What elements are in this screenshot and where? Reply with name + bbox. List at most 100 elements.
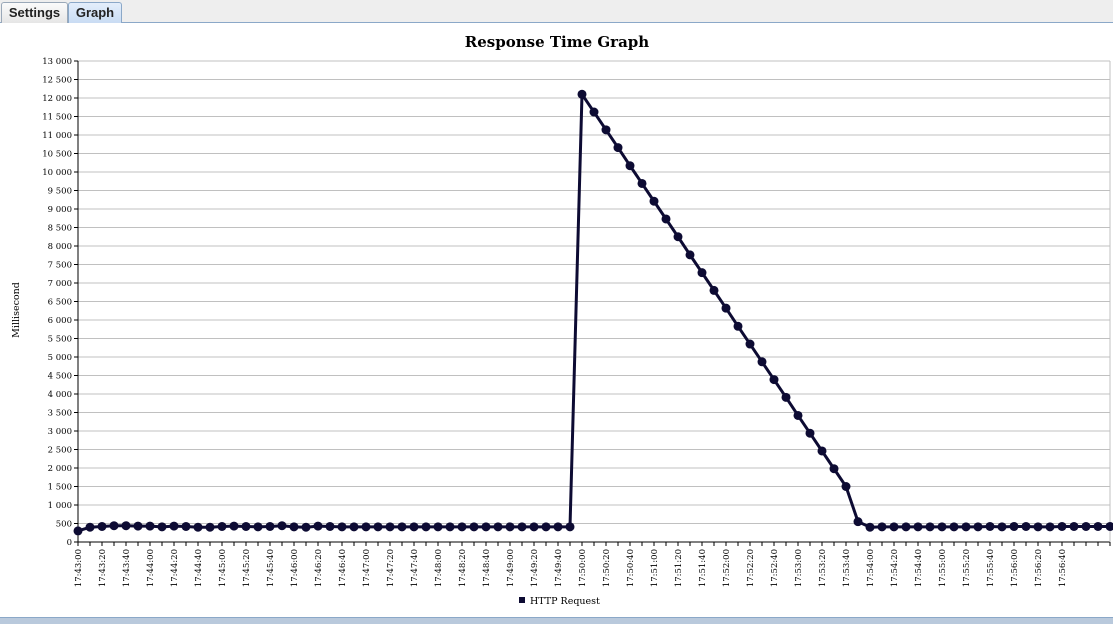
data-point xyxy=(1009,521,1019,531)
y-tick-label: 9 500 xyxy=(48,187,72,197)
x-tick-label: 17:46:20 xyxy=(314,549,324,587)
data-point xyxy=(1021,521,1031,531)
y-tick-label: 10 500 xyxy=(42,150,72,160)
x-tick-label: 17:52:40 xyxy=(770,549,780,587)
y-tick-label: 8 500 xyxy=(48,224,72,234)
data-point xyxy=(445,522,455,532)
data-point xyxy=(589,107,599,117)
tab-bar: Settings Graph xyxy=(0,0,1113,23)
data-point xyxy=(1045,522,1055,532)
x-tick-label: 17:56:20 xyxy=(1034,549,1044,587)
data-point xyxy=(289,522,299,532)
graph-panel: Response Time Graph Millisecond 0 500 1 00… xyxy=(0,23,1113,617)
data-point xyxy=(1081,521,1091,531)
data-point xyxy=(889,522,899,532)
y-tick-label: 8 000 xyxy=(48,242,72,252)
data-point xyxy=(637,178,647,188)
x-tick-label: 17:51:20 xyxy=(674,549,684,587)
tab-settings[interactable]: Settings xyxy=(1,2,68,23)
data-point xyxy=(517,522,527,532)
x-tick-label: 17:45:40 xyxy=(266,549,276,587)
y-tick-label: 5 000 xyxy=(48,353,72,363)
x-tick-label: 17:53:40 xyxy=(842,549,852,587)
data-point xyxy=(133,521,143,531)
y-tick-label: 3 500 xyxy=(48,409,72,419)
x-tick-label: 17:52:00 xyxy=(722,549,732,587)
x-tick-label: 17:44:20 xyxy=(170,549,180,587)
data-point xyxy=(193,522,203,532)
data-point xyxy=(433,522,443,532)
data-point xyxy=(613,143,623,153)
data-point xyxy=(97,521,107,531)
data-point xyxy=(577,89,587,99)
legend-swatch xyxy=(519,597,525,603)
y-tick-label: 1 000 xyxy=(48,501,72,511)
data-point xyxy=(745,339,755,349)
data-point xyxy=(793,410,803,420)
data-point xyxy=(505,522,515,532)
data-point xyxy=(469,522,479,532)
x-ticks: 17:43:00 17:43:20 17:43:40 17:44:00 17:44:20… xyxy=(74,542,1111,587)
y-tick-label: 9 000 xyxy=(48,205,72,215)
x-tick-label: 17:54:00 xyxy=(866,549,876,587)
y-tick-label: 7 000 xyxy=(48,279,72,289)
data-point xyxy=(481,522,491,532)
y-tick-label: 1 500 xyxy=(48,483,72,493)
data-point xyxy=(385,522,395,532)
data-point xyxy=(733,321,743,331)
y-tick-label: 0 xyxy=(67,538,72,548)
x-tick-label: 17:54:40 xyxy=(914,549,924,587)
series-line xyxy=(77,92,1110,533)
data-point xyxy=(325,521,335,531)
y-ticks: 0 500 1 000 1 500 2 000 2 500 3 000 3 500 4 000 4… xyxy=(42,57,78,548)
data-point xyxy=(1105,521,1113,531)
data-point xyxy=(1093,521,1103,531)
x-tick-label: 17:50:40 xyxy=(626,549,636,587)
data-point xyxy=(781,392,791,402)
data-point xyxy=(265,521,275,531)
data-point xyxy=(901,522,911,532)
y-tick-label: 10 000 xyxy=(42,168,72,178)
tab-graph[interactable]: Graph xyxy=(68,2,122,23)
data-point xyxy=(409,522,419,532)
data-point xyxy=(709,285,719,295)
data-point xyxy=(157,522,167,532)
data-point xyxy=(673,232,683,242)
y-tick-label: 6 500 xyxy=(48,298,72,308)
x-tick-label: 17:48:40 xyxy=(482,549,492,587)
data-point xyxy=(457,522,467,532)
data-point xyxy=(85,522,95,532)
x-tick-label: 17:53:20 xyxy=(818,549,828,587)
data-point xyxy=(949,522,959,532)
x-tick-label: 17:43:20 xyxy=(98,549,108,587)
x-tick-label: 17:45:20 xyxy=(242,549,252,587)
data-point xyxy=(985,521,995,531)
data-point xyxy=(145,521,155,531)
data-point xyxy=(1069,521,1079,531)
x-tick-label: 17:46:40 xyxy=(338,549,348,587)
x-tick-label: 17:51:40 xyxy=(698,549,708,587)
x-tick-label: 17:49:00 xyxy=(506,549,516,587)
data-point xyxy=(1057,521,1067,531)
y-tick-label: 11 000 xyxy=(42,131,72,141)
y-tick-label: 2 000 xyxy=(48,464,72,474)
x-tick-label: 17:46:00 xyxy=(290,549,300,587)
y-tick-label: 6 000 xyxy=(48,316,72,326)
y-tick-label: 2 500 xyxy=(48,446,72,456)
data-point xyxy=(241,521,251,531)
x-tick-label: 17:44:40 xyxy=(194,549,204,587)
x-tick-label: 17:51:00 xyxy=(650,549,660,587)
data-point xyxy=(865,522,875,532)
data-point xyxy=(301,522,311,532)
x-tick-label: 17:45:00 xyxy=(218,549,228,587)
x-tick-label: 17:49:40 xyxy=(554,549,564,587)
y-axis-label: Millisecond xyxy=(11,282,22,338)
data-point xyxy=(253,522,263,532)
data-point xyxy=(373,522,383,532)
data-point xyxy=(421,522,431,532)
legend-label: HTTP Request xyxy=(530,596,600,607)
x-tick-label: 17:43:40 xyxy=(122,549,132,587)
data-point xyxy=(805,428,815,438)
y-tick-label: 11 500 xyxy=(42,113,72,123)
x-tick-label: 17:48:20 xyxy=(458,549,468,587)
